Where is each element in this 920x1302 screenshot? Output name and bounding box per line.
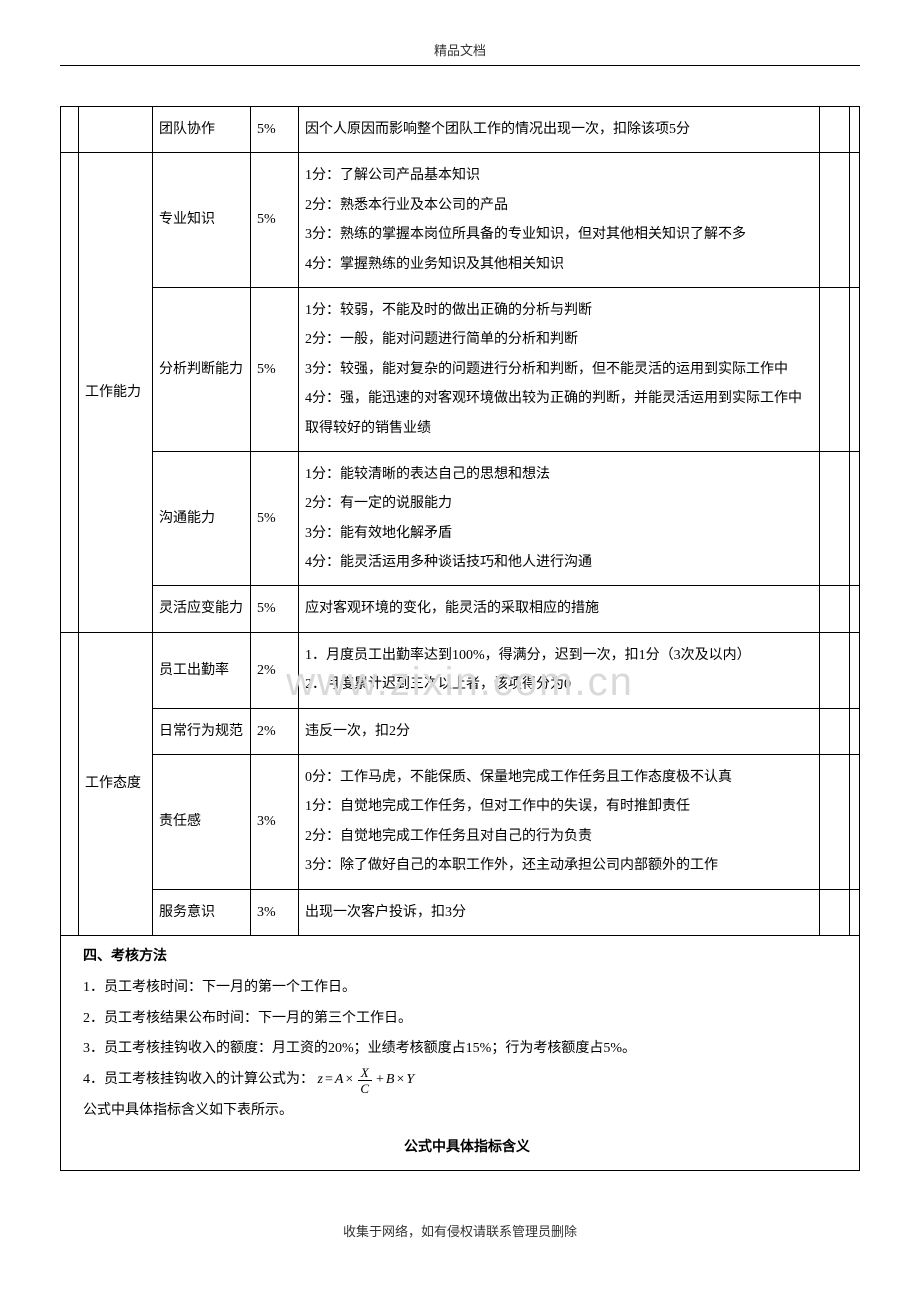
methods-formula-line: 4．员工考核挂钩收入的计算公式为： z = A × X C +	[83, 1065, 851, 1096]
formula-fraction: X C	[357, 1066, 372, 1095]
item-cell: 专业知识	[153, 153, 251, 288]
header-label: 精品文档	[60, 40, 860, 59]
blank-cell	[820, 451, 850, 586]
assessment-table: 团队协作 5% 因个人原因而影响整个团队工作的情况出现一次，扣除该项5分 工作能…	[60, 106, 860, 1171]
table-row: 日常行为规范 2% 违反一次，扣2分	[61, 708, 860, 754]
item-cell: 灵活应变能力	[153, 586, 251, 632]
blank-cell	[820, 755, 850, 890]
methods-after-formula: 公式中具体指标含义如下表所示。	[83, 1096, 851, 1127]
formula-C: C	[357, 1081, 372, 1095]
table-row: 服务意识 3% 出现一次客户投诉，扣3分	[61, 889, 860, 935]
edge-cell	[850, 153, 860, 288]
pct-cell: 5%	[251, 153, 299, 288]
edge-cell	[850, 586, 860, 632]
item-cell: 员工出勤率	[153, 632, 251, 708]
edge-cell	[850, 632, 860, 708]
pct-cell: 5%	[251, 451, 299, 586]
blank-cell	[820, 632, 850, 708]
methods-line: 1．员工考核时间：下一月的第一个工作日。	[83, 973, 851, 1004]
methods-subheading: 公式中具体指标含义	[83, 1133, 851, 1164]
category-cell: 工作态度	[79, 632, 153, 935]
table-row: 责任感 3% 0分：工作马虎，不能保质、保量地完成工作任务且工作态度极不认真1分…	[61, 755, 860, 890]
table-row: 灵活应变能力 5% 应对客观环境的变化，能灵活的采取相应的措施	[61, 586, 860, 632]
blank-cell	[61, 632, 79, 935]
formula: z = A × X C + B ×	[318, 1065, 415, 1096]
formula-mul: ×	[345, 1065, 353, 1096]
desc-cell: 1分：较弱，不能及时的做出正确的分析与判断2分：一般，能对问题进行简单的分析和判…	[299, 287, 820, 451]
blank-cell	[61, 107, 79, 153]
desc-cell: 0分：工作马虎，不能保质、保量地完成工作任务且工作态度极不认真1分：自觉地完成工…	[299, 755, 820, 890]
formula-eq: =	[325, 1065, 333, 1096]
blank-cell	[820, 153, 850, 288]
formula-plus: +	[376, 1065, 384, 1096]
desc-cell: 应对客观环境的变化，能灵活的采取相应的措施	[299, 586, 820, 632]
category-cell	[79, 107, 153, 153]
pct-cell: 3%	[251, 889, 299, 935]
item-cell: 团队协作	[153, 107, 251, 153]
blank-cell	[820, 708, 850, 754]
pct-cell: 5%	[251, 586, 299, 632]
item-cell: 沟通能力	[153, 451, 251, 586]
methods-line: 3．员工考核挂钩收入的额度：月工资的20%；业绩考核额度占15%；行为考核额度占…	[83, 1034, 851, 1065]
table-row: 工作能力 专业知识 5% 1分：了解公司产品基本知识2分：熟悉本行业及本公司的产…	[61, 153, 860, 288]
edge-cell	[850, 889, 860, 935]
blank-cell	[61, 153, 79, 632]
item-cell: 分析判断能力	[153, 287, 251, 451]
pct-cell: 5%	[251, 287, 299, 451]
item-cell: 服务意识	[153, 889, 251, 935]
table-row: 工作态度 员工出勤率 2% 1．月度员工出勤率达到100%，得满分，迟到一次，扣…	[61, 632, 860, 708]
blank-cell	[820, 287, 850, 451]
formula-X: X	[358, 1066, 372, 1081]
edge-cell	[850, 755, 860, 890]
desc-cell: 违反一次，扣2分	[299, 708, 820, 754]
formula-z: z	[318, 1065, 323, 1096]
pct-cell: 2%	[251, 632, 299, 708]
formula-B: B	[386, 1065, 395, 1096]
formula-mul2: ×	[396, 1065, 404, 1096]
desc-cell: 出现一次客户投诉，扣3分	[299, 889, 820, 935]
methods-section: 四、考核方法 1．员工考核时间：下一月的第一个工作日。 2．员工考核结果公布时间…	[61, 936, 859, 1170]
edge-cell	[850, 107, 860, 153]
footer-text: 收集于网络，如有侵权请联系管理员删除	[60, 1221, 860, 1240]
methods-row: 四、考核方法 1．员工考核时间：下一月的第一个工作日。 2．员工考核结果公布时间…	[61, 935, 860, 1170]
formula-prefix: 4．员工考核挂钩收入的计算公式为：	[83, 1072, 314, 1087]
methods-line: 2．员工考核结果公布时间：下一月的第三个工作日。	[83, 1004, 851, 1035]
formula-Y: Y	[406, 1065, 414, 1096]
desc-cell: 1分：了解公司产品基本知识2分：熟悉本行业及本公司的产品3分：熟练的掌握本岗位所…	[299, 153, 820, 288]
pct-cell: 5%	[251, 107, 299, 153]
pct-cell: 3%	[251, 755, 299, 890]
table-row: 团队协作 5% 因个人原因而影响整个团队工作的情况出现一次，扣除该项5分	[61, 107, 860, 153]
methods-title: 四、考核方法	[83, 942, 851, 973]
header-rule	[60, 65, 860, 66]
category-cell: 工作能力	[79, 153, 153, 632]
edge-cell	[850, 708, 860, 754]
desc-cell: 1．月度员工出勤率达到100%，得满分，迟到一次，扣1分（3次及以内）2．月度累…	[299, 632, 820, 708]
item-cell: 日常行为规范	[153, 708, 251, 754]
formula-A: A	[335, 1065, 344, 1096]
item-cell: 责任感	[153, 755, 251, 890]
edge-cell	[850, 451, 860, 586]
desc-cell: 因个人原因而影响整个团队工作的情况出现一次，扣除该项5分	[299, 107, 820, 153]
pct-cell: 2%	[251, 708, 299, 754]
table-row: 沟通能力 5% 1分：能较清晰的表达自己的思想和想法2分：有一定的说服能力3分：…	[61, 451, 860, 586]
desc-cell: 1分：能较清晰的表达自己的思想和想法2分：有一定的说服能力3分：能有效地化解矛盾…	[299, 451, 820, 586]
table-row: 分析判断能力 5% 1分：较弱，不能及时的做出正确的分析与判断2分：一般，能对问…	[61, 287, 860, 451]
edge-cell	[850, 287, 860, 451]
blank-cell	[820, 889, 850, 935]
blank-cell	[820, 586, 850, 632]
blank-cell	[820, 107, 850, 153]
